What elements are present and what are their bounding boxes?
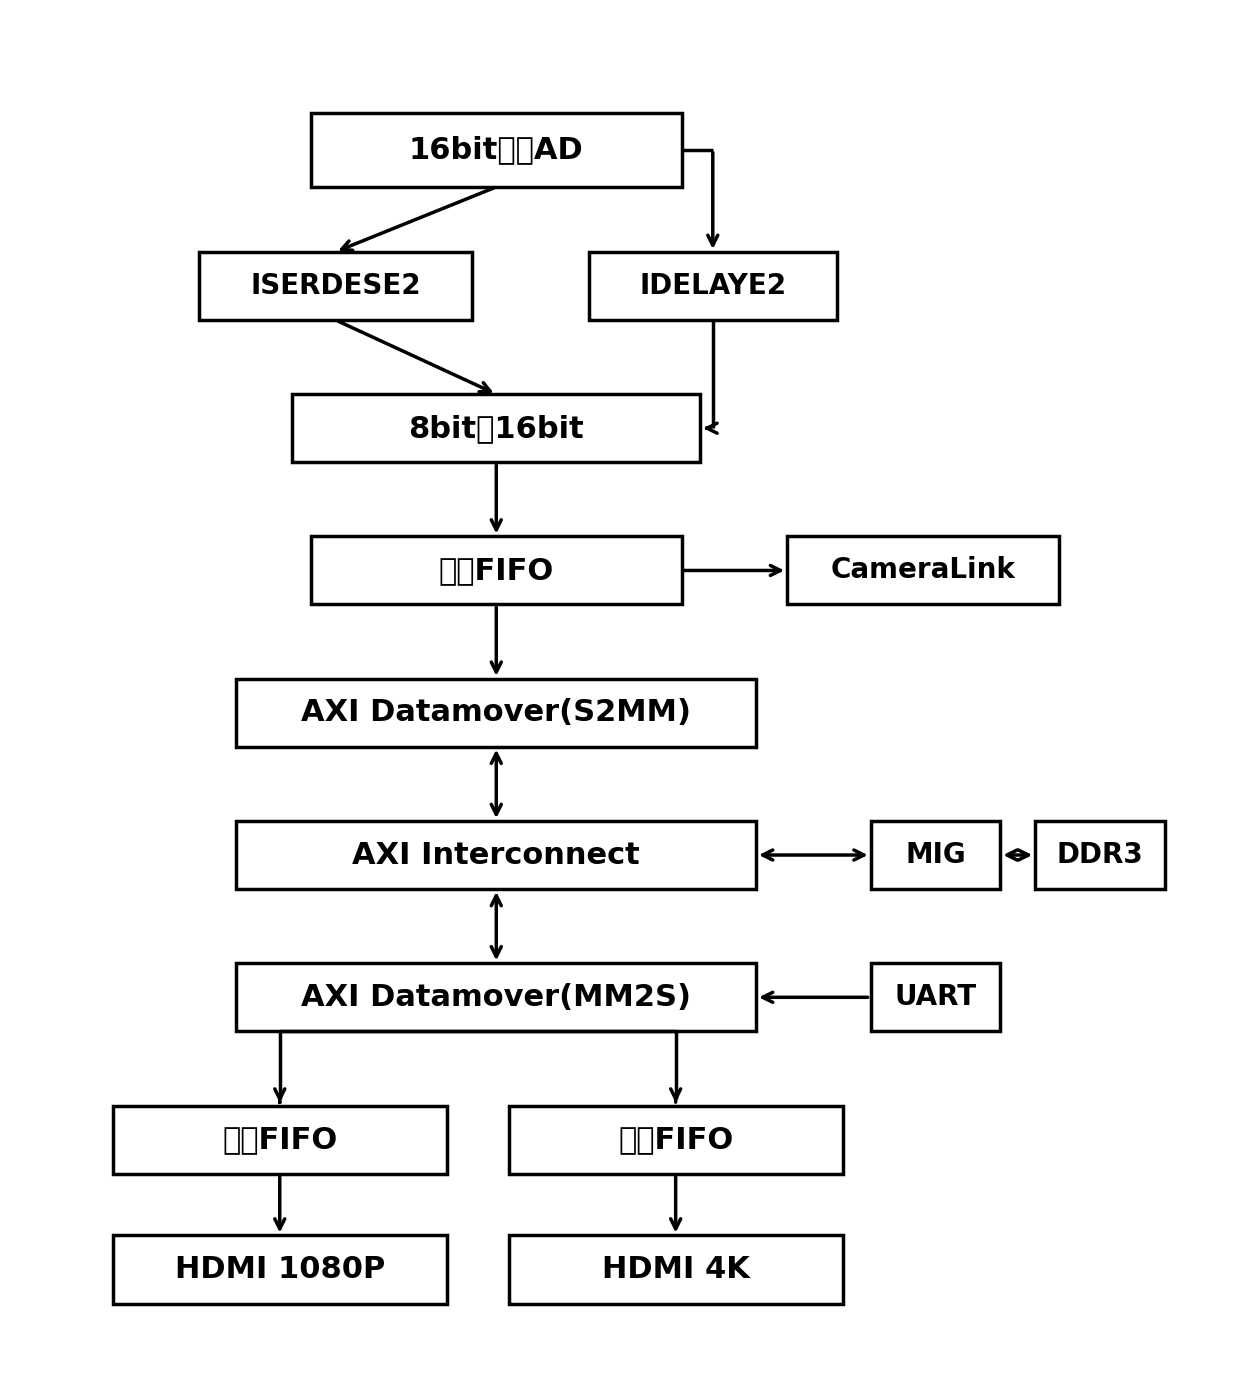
FancyBboxPatch shape [311,113,682,187]
Text: AXI Datamover(MM2S): AXI Datamover(MM2S) [301,982,691,1011]
Text: ISERDESE2: ISERDESE2 [250,272,420,300]
Text: 异步FIFO: 异步FIFO [618,1126,733,1154]
Text: DDR3: DDR3 [1056,841,1143,870]
FancyBboxPatch shape [311,537,682,604]
Text: UART: UART [894,984,977,1011]
FancyBboxPatch shape [787,537,1059,604]
Text: 异步FIFO: 异步FIFO [222,1126,337,1154]
FancyBboxPatch shape [200,252,471,321]
FancyBboxPatch shape [1035,821,1166,889]
FancyBboxPatch shape [237,821,756,889]
FancyBboxPatch shape [113,1105,446,1174]
FancyBboxPatch shape [237,678,756,747]
FancyBboxPatch shape [870,963,1001,1032]
FancyBboxPatch shape [113,1236,446,1303]
Text: IDELAYE2: IDELAYE2 [640,272,786,300]
FancyBboxPatch shape [870,821,1001,889]
Text: HDMI 4K: HDMI 4K [601,1255,750,1284]
Text: AXI Interconnect: AXI Interconnect [352,841,640,870]
FancyBboxPatch shape [589,252,837,321]
Text: HDMI 1080P: HDMI 1080P [175,1255,384,1284]
Text: CameraLink: CameraLink [831,556,1016,585]
FancyBboxPatch shape [237,963,756,1032]
FancyBboxPatch shape [293,394,701,462]
Text: 8bit转16bit: 8bit转16bit [408,414,584,443]
FancyBboxPatch shape [508,1236,843,1303]
Text: AXI Datamover(S2MM): AXI Datamover(S2MM) [301,698,691,728]
Text: 16bit串行AD: 16bit串行AD [409,135,584,164]
Text: MIG: MIG [905,841,966,870]
FancyBboxPatch shape [508,1105,843,1174]
Text: 异步FIFO: 异步FIFO [439,556,554,585]
